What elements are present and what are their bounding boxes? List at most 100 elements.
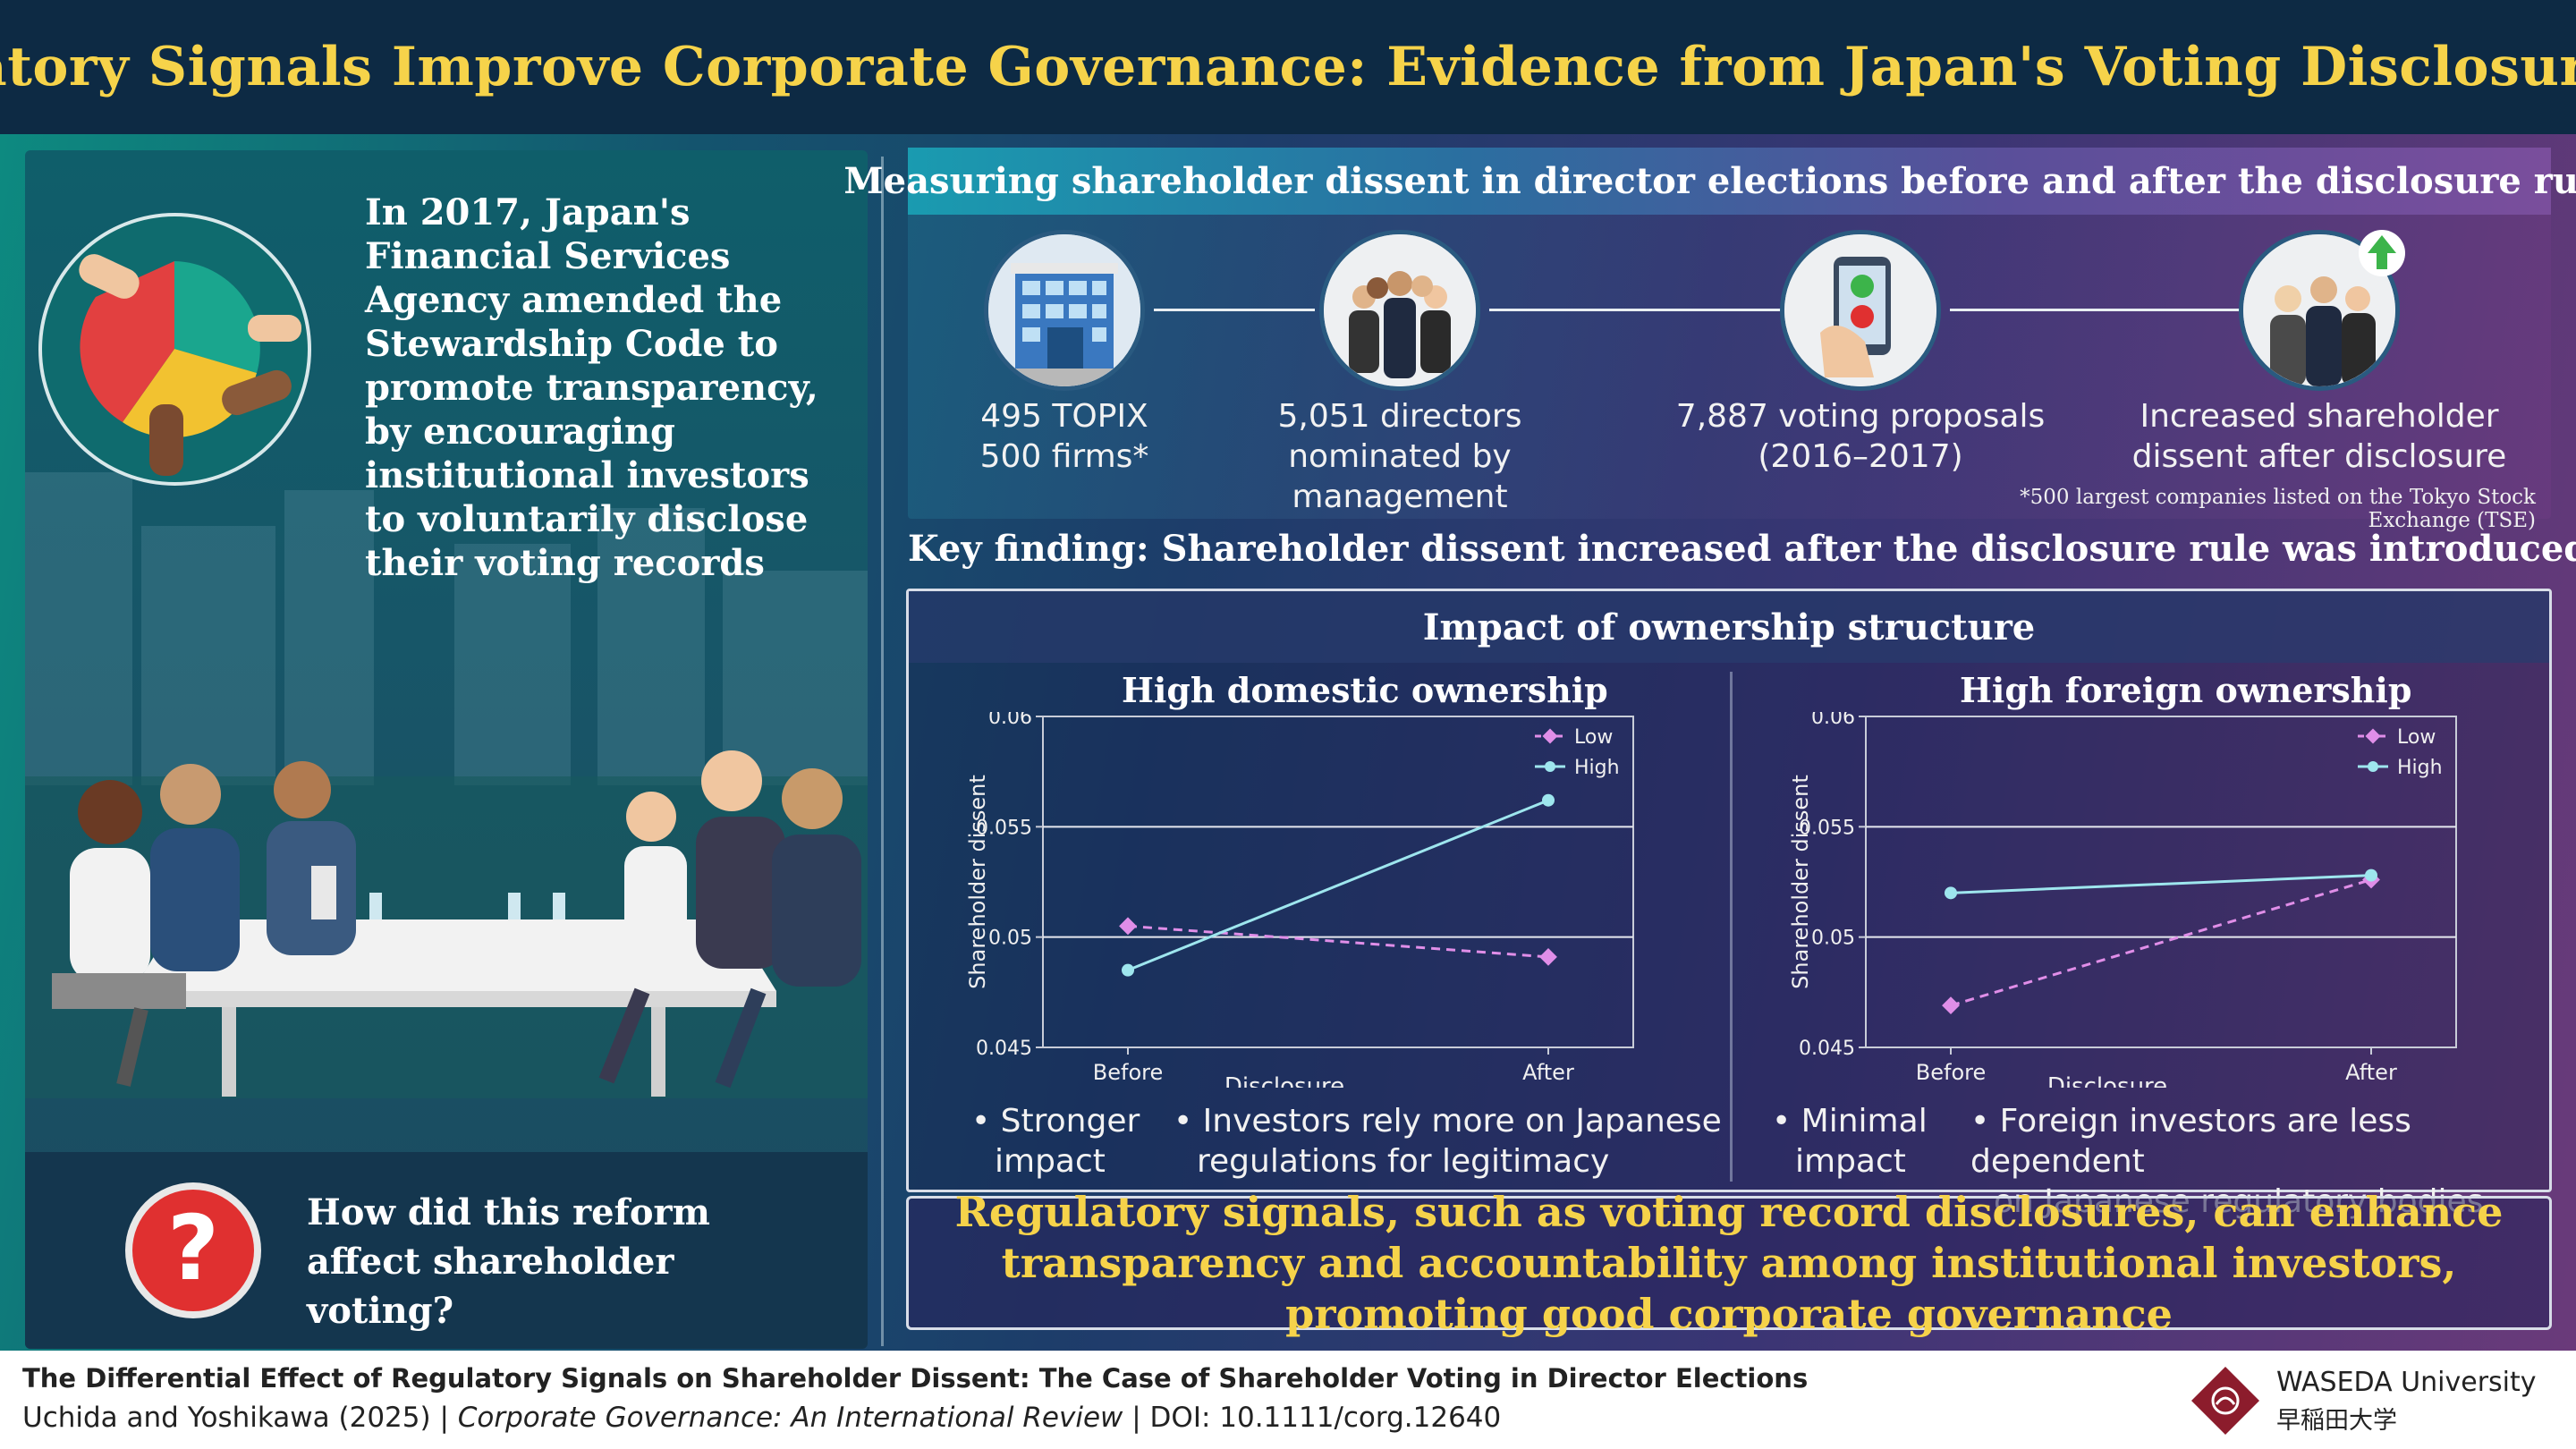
question-text: How did this reform affect shareholder v… <box>307 1191 710 1332</box>
flow-connector <box>1154 309 1315 311</box>
impact-header: Impact of ownership structure <box>909 591 2549 663</box>
data-point-high <box>1945 886 1957 900</box>
series-line-high <box>1127 799 1549 972</box>
y-tick-label: 0.055 <box>976 817 1032 839</box>
step-label-proposals: 7,887 voting proposals (2016–2017) <box>1673 396 2048 477</box>
legend-label: Low <box>2397 726 2436 749</box>
building-icon <box>984 230 1145 391</box>
intro-text: In 2017, Japan's Financial Services Agen… <box>365 191 818 584</box>
step-label-firms: 495 TOPIX 500 firms* <box>877 396 1252 477</box>
y-tick-label: 0.05 <box>988 928 1032 950</box>
waseda-logo-icon <box>2191 1367 2259 1435</box>
step-text: nominated by management <box>1288 438 1512 515</box>
flow-arrow <box>1950 309 2299 311</box>
impact-section: Impact of ownership structure High domes… <box>906 589 2552 1220</box>
university-name-jp: 早稲田大学 <box>2276 1407 2397 1435</box>
plot-frame <box>1865 716 2457 1048</box>
step-label-directors: 5,051 directors nominated by management <box>1212 396 1588 517</box>
bullet-text: • Investors rely more on Japanese <box>1174 1103 1722 1140</box>
y-tick-label: 0.06 <box>988 712 1032 729</box>
plot-frame <box>1042 716 1634 1048</box>
y-tick-label: 0.045 <box>1799 1038 1855 1060</box>
chart-title-foreign: High foreign ownership <box>1960 670 2412 710</box>
legend-marker <box>1542 728 1558 744</box>
citation-doi: | DOI: 10.1111/corg.12640 <box>1123 1402 1502 1434</box>
x-axis-label: Disclosure <box>2047 1073 2167 1088</box>
chart-foreign-ownership: 0.045 0.05 0.055 0.06 Before After Disclosure S… <box>1788 712 2457 1088</box>
flow-arrow <box>1489 309 1847 311</box>
university-name-en: WASEDA University <box>2276 1367 2537 1398</box>
bullet-text: impact <box>995 1143 1106 1180</box>
data-point-high <box>1122 963 1134 977</box>
impact-divider <box>1730 672 1733 1182</box>
step-text: 5,051 directors <box>1277 398 1522 435</box>
pie-chart-hands-icon <box>38 213 311 486</box>
step-text: (2016–2017) <box>1758 438 1963 475</box>
citation-journal: Corporate Governance: An International R… <box>457 1402 1123 1434</box>
x-tick-label: After <box>2345 1060 2397 1085</box>
question-box: ? How did this reform affect shareholder… <box>25 1152 868 1349</box>
y-tick-label: 0.055 <box>1799 817 1855 839</box>
title-bar: Regulatory Signals Improve Corporate Gov… <box>0 0 2576 134</box>
bullet-text: • Foreign investors are less dependent <box>1970 1103 2411 1180</box>
bullet-text: impact <box>1795 1143 1906 1180</box>
skyline-building <box>25 472 132 785</box>
series-line-low <box>1127 924 1549 959</box>
x-tick-label: Before <box>1916 1060 1986 1085</box>
citation: Uchida and Yoshikawa (2025) | Corporate … <box>22 1402 1501 1434</box>
bullet-text: • Minimal <box>1772 1103 1928 1140</box>
data-point-low <box>1942 996 1960 1015</box>
meeting-illustration <box>25 750 868 1098</box>
step-text: Increased shareholder <box>2140 398 2499 435</box>
skyline-building <box>454 544 571 785</box>
legend-label: High <box>2397 757 2443 779</box>
legend-label: High <box>1574 757 1620 779</box>
y-axis-label: Shareholder dissent <box>965 775 990 989</box>
y-tick-label: 0.06 <box>1811 712 1855 729</box>
y-tick-label: 0.05 <box>1811 928 1855 950</box>
legend-marker <box>2368 761 2378 772</box>
data-point-low <box>1539 947 1557 966</box>
page-title: Regulatory Signals Improve Corporate Gov… <box>0 36 2576 98</box>
data-point-high <box>1542 793 1555 807</box>
question-mark-glyph: ? <box>167 1196 219 1301</box>
conclusion-text: Regulatory signals, such as voting recor… <box>954 1187 2504 1338</box>
skyline-building <box>597 508 705 785</box>
footer: The Differential Effect of Regulatory Si… <box>0 1351 2576 1449</box>
x-tick-label: Before <box>1093 1060 1163 1085</box>
y-axis-label: Shareholder dissent <box>1788 775 1813 989</box>
legend-marker <box>2365 728 2381 744</box>
legend-label: Low <box>1574 726 1613 749</box>
step-text: 495 TOPIX <box>980 398 1148 435</box>
legend-marker <box>1545 761 1555 772</box>
bullet-text: regulations for legitimacy <box>1197 1143 1610 1180</box>
skyline-building <box>723 571 868 785</box>
skyline-building <box>141 526 275 785</box>
measure-title: Measuring shareholder dissent in directo… <box>843 160 2576 202</box>
footnote: *500 largest companies listed on the Tok… <box>2020 486 2536 532</box>
x-axis-label: Disclosure <box>1224 1073 1344 1088</box>
series-line-low <box>1950 878 2372 1007</box>
step-label-dissent: Increased shareholder dissent after disc… <box>2131 396 2507 477</box>
y-tick-label: 0.045 <box>976 1038 1032 1060</box>
citation-authors: Uchida and Yoshikawa (2025) | <box>22 1402 458 1434</box>
data-point-high <box>2365 869 2377 882</box>
bullet-foreign-1: • Minimal impact <box>1772 1101 1928 1182</box>
step-text: dissent after disclosure <box>2131 438 2507 475</box>
arrow-up-icon <box>2359 230 2405 276</box>
data-point-low <box>1119 917 1137 936</box>
x-tick-label: After <box>1522 1060 1574 1085</box>
bullet-text: • Stronger <box>971 1103 1140 1140</box>
skyline-building <box>284 490 374 785</box>
bullet-domestic-1: • Stronger impact <box>971 1101 1140 1182</box>
left-panel: In 2017, Japan's Financial Services Agen… <box>25 150 868 1349</box>
chart-domestic-ownership: 0.045 0.05 0.055 0.06 Before After Disclosure S… <box>965 712 1634 1088</box>
voting-phone-icon <box>1780 230 1941 391</box>
vertical-divider <box>881 157 884 1346</box>
directors-group-icon <box>1319 230 1480 391</box>
paper-title: The Differential Effect of Regulatory Si… <box>22 1363 1809 1394</box>
key-finding: Key finding: Shareholder dissent increas… <box>908 528 2576 570</box>
step-text: 500 firms* <box>979 438 1149 475</box>
bullet-domestic-2: • Investors rely more on Japanese regula… <box>1174 1101 1722 1182</box>
measure-section: Measuring shareholder dissent in directo… <box>843 148 2576 532</box>
